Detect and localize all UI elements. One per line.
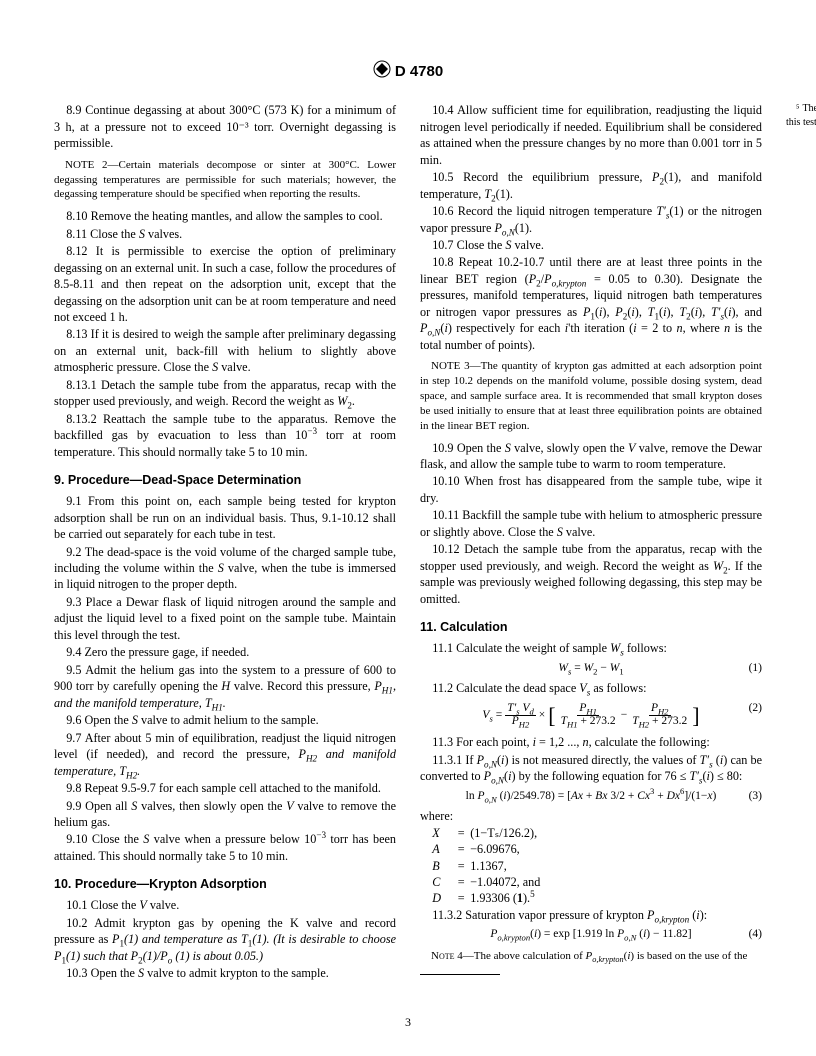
p-9-6: 9.6 Open the S valve to admit helium to …	[54, 712, 396, 728]
p-9-8: 9.8 Repeat 9.5-9.7 for each sample cell …	[54, 780, 396, 796]
p-9-4: 9.4 Zero the pressure gage, if needed.	[54, 644, 396, 660]
p-8-13: 8.13 If it is desired to weigh the sampl…	[54, 326, 396, 375]
p-8-13-1: 8.13.1 Detach the sample tube from the a…	[54, 377, 396, 410]
astm-logo	[373, 60, 391, 84]
p-10-11: 10.11 Backfill the sample tube with heli…	[420, 507, 762, 540]
p-10-5: 10.5 Record the equilibrium pressure, P2…	[420, 169, 762, 202]
p-11-3: 11.3 For each point, i = 1,2 ..., n, cal…	[420, 734, 762, 750]
page-number: 3	[0, 1014, 816, 1030]
p-10-6: 10.6 Record the liquid nitrogen temperat…	[420, 203, 762, 236]
p-8-13-2: 8.13.2 Reattach the sample tube to the a…	[54, 411, 396, 460]
p-11-1: 11.1 Calculate the weight of sample Ws f…	[420, 640, 762, 656]
p-10-4: 10.4 Allow sufficient time for equilibra…	[420, 102, 762, 168]
p-10-12: 10.12 Detach the sample tube from the ap…	[420, 541, 762, 607]
p-10-7: 10.7 Close the S valve.	[420, 237, 762, 253]
footnote-rule	[420, 974, 500, 975]
p-9-3: 9.3 Place a Dewar flask of liquid nitrog…	[54, 594, 396, 643]
p-10-10: 10.10 When frost has disappeared from th…	[420, 473, 762, 506]
standard-number: D 4780	[395, 63, 443, 80]
page-header: D 4780	[54, 60, 762, 84]
p-11-2: 11.2 Calculate the dead space Vs as foll…	[420, 680, 762, 696]
p-8-11: 8.11 Close the S valves.	[54, 226, 396, 242]
eq-2: Vs = T′s Vd PH2 × [ PH1 TH1 + 273.2 − PH…	[420, 701, 762, 731]
p-11-3-1: 11.3.1 If Po,N(i) is not measured direct…	[420, 752, 762, 785]
p-10-8: 10.8 Repeat 10.2-10.7 until there are at…	[420, 254, 762, 353]
p-9-5: 9.5 Admit the helium gas into the system…	[54, 662, 396, 711]
eq-1: Ws = W2 − W1(1)	[420, 661, 762, 677]
eq-3: ln Po,N (i)/2549.78) = [Ax + Bx 3/2 + Cx…	[420, 789, 762, 805]
h-11: 11. Calculation	[420, 619, 762, 636]
note-3: NOTE 3—The quantity of krypton gas admit…	[420, 359, 762, 433]
where-label: where:	[420, 808, 762, 824]
body-columns: 8.9 Continue degassing at about 300°C (5…	[54, 102, 762, 997]
p-8-10: 8.10 Remove the heating mantles, and all…	[54, 208, 396, 224]
footnote-5: ⁵ The boldface number in parentheses ref…	[786, 102, 816, 129]
where-table: X=(1−Tₛ/126.2), A=−6.09676, B=1.1367, C=…	[432, 825, 762, 907]
p-10-2: 10.2 Admit krypton gas by opening the K …	[54, 915, 396, 964]
p-10-9: 10.9 Open the S valve, slowly open the V…	[420, 440, 762, 473]
p-10-3: 10.3 Open the S valve to admit krypton t…	[54, 965, 396, 981]
p-8-9: 8.9 Continue degassing at about 300°C (5…	[54, 102, 396, 151]
note-2: NOTE 2—Certain materials decompose or si…	[54, 158, 396, 203]
h-10: 10. Procedure—Krypton Adsorption	[54, 876, 396, 893]
p-9-2: 9.2 The dead-space is the void volume of…	[54, 544, 396, 593]
p-9-7: 9.7 After about 5 min of equilibration, …	[54, 730, 396, 779]
p-10-1: 10.1 Close the V valve.	[54, 897, 396, 913]
eq-4: Po,krypton(i) = exp [1.919 ln Po,N (i) −…	[420, 927, 762, 943]
p-8-12: 8.12 It is permissible to exercise the o…	[54, 243, 396, 325]
p-9-10: 9.10 Close the S valve when a pressure b…	[54, 831, 396, 864]
p-11-3-2: 11.3.2 Saturation vapor pressure of kryp…	[420, 907, 762, 923]
p-9-9: 9.9 Open all S valves, then slowly open …	[54, 798, 396, 831]
h-9: 9. Procedure—Dead-Space Determination	[54, 472, 396, 489]
note-4: Note 4—The above calculation of Po,krypt…	[420, 949, 762, 964]
p-9-1: 9.1 From this point on, each sample bein…	[54, 493, 396, 542]
